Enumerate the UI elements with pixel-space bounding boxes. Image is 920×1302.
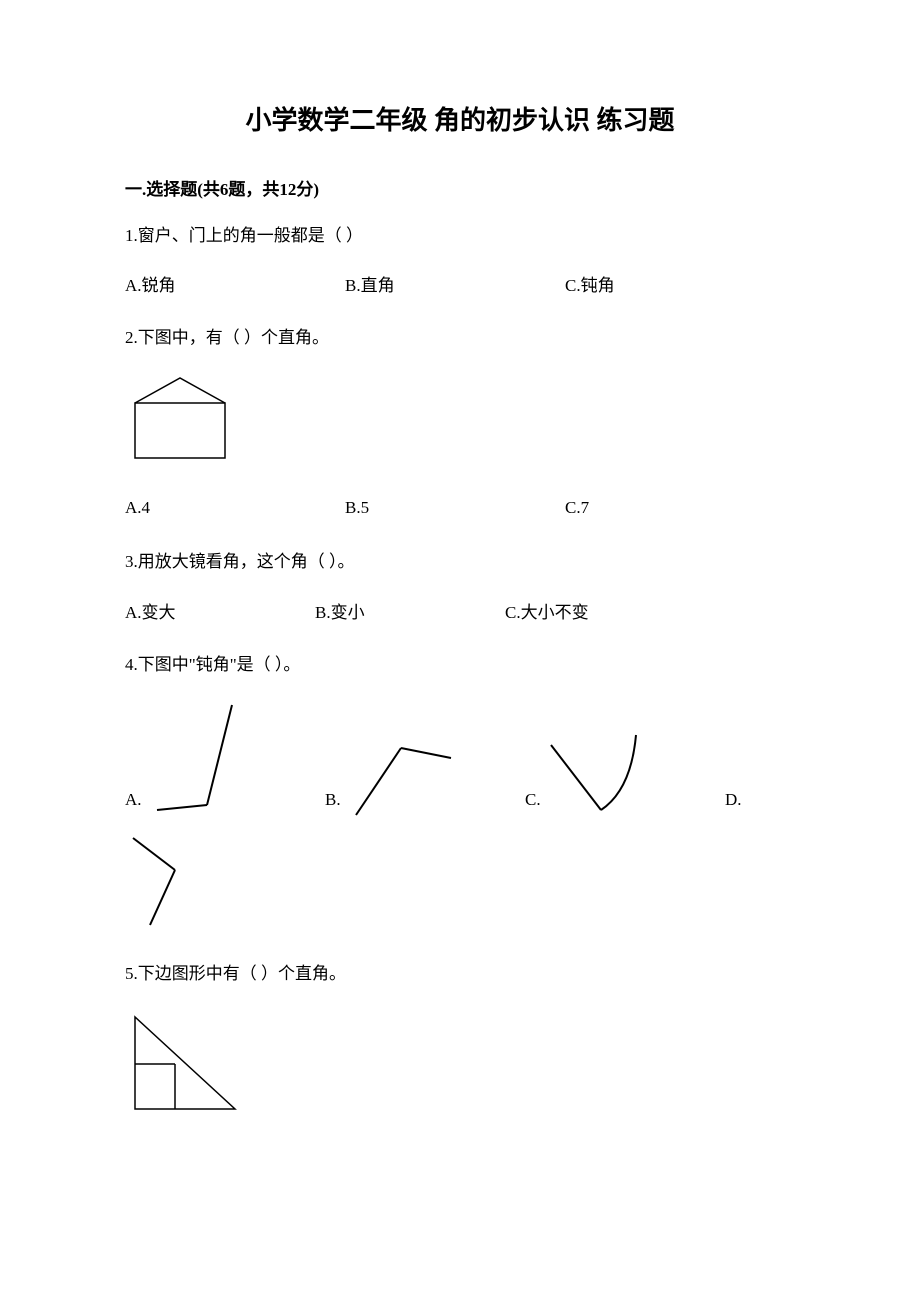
angle-c-line1: [551, 745, 601, 810]
q4-angle-b: B.: [325, 740, 525, 820]
q2-option-c: C.7: [565, 498, 785, 518]
question-3-options: A.变大 B.变小 C.大小不变: [125, 598, 795, 623]
question-5: 5.下边图形中有（ ）个直角。: [125, 960, 795, 987]
q2-option-a: A.4: [125, 498, 345, 518]
q4-angle-a: A.: [125, 700, 325, 820]
angle-d-line1: [133, 838, 175, 870]
angle-a-svg: [147, 700, 247, 820]
figure-house: [125, 373, 795, 468]
question-1-options: A.锐角 B.直角 C.钝角: [125, 271, 795, 296]
angle-a-line1: [157, 805, 207, 810]
house-roof: [135, 378, 225, 403]
angle-d-svg: [125, 830, 215, 930]
q1-option-c: C.钝角: [565, 271, 785, 296]
angle-b-line1: [356, 748, 401, 815]
q1-option-b: B.直角: [345, 271, 565, 296]
angle-b-line2: [401, 748, 451, 758]
triangle-svg: [125, 1009, 245, 1119]
figure-triangle: [125, 1009, 795, 1124]
question-1: 1.窗户、门上的角一般都是（ ）: [125, 222, 795, 249]
section-header: 一.选择题(共6题，共12分): [125, 175, 795, 200]
question-2: 2.下图中，有（ ）个直角。: [125, 324, 795, 351]
question-4: 4.下图中"钝角"是（ ）。: [125, 651, 795, 678]
q4-angle-d: D.: [725, 790, 747, 820]
house-body: [135, 403, 225, 458]
q4-label-c: C.: [525, 790, 541, 820]
q3-option-b: B.变小: [315, 598, 505, 623]
angle-d-line2: [150, 870, 175, 925]
house-svg: [125, 373, 235, 463]
angle-b-svg: [346, 740, 456, 820]
q4-label-a: A.: [125, 790, 142, 820]
figure-angles-row: A. B. C. D.: [125, 700, 795, 820]
page-title: 小学数学二年级 角的初步认识 练习题: [125, 100, 795, 137]
angle-a-line2: [207, 705, 232, 805]
q3-option-c: C.大小不变: [505, 598, 725, 623]
figure-angle-d-below: [125, 830, 795, 935]
q4-label-b: B.: [325, 790, 341, 820]
angle-c-arc: [601, 735, 636, 810]
q4-label-d: D.: [725, 790, 742, 820]
q4-angle-c: C.: [525, 730, 725, 820]
q2-option-b: B.5: [345, 498, 565, 518]
q3-option-a: A.变大: [125, 598, 315, 623]
angle-c-svg: [546, 730, 656, 820]
question-2-options: A.4 B.5 C.7: [125, 498, 795, 518]
question-3: 3.用放大镜看角，这个角（ ）。: [125, 548, 795, 575]
triangle-outer: [135, 1017, 235, 1109]
q1-option-a: A.锐角: [125, 271, 345, 296]
